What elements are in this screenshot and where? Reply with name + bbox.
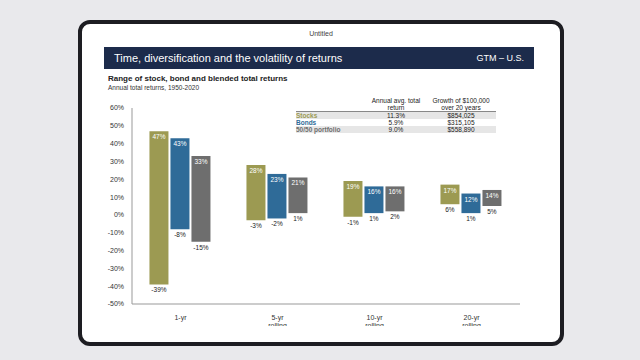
html-text:50/50 portfolio: 50/50 portfolio	[296, 126, 341, 133]
html-text:Untitled: Untitled	[309, 30, 333, 37]
html-text:$854,025: $854,025	[447, 112, 475, 119]
svg-text:-39%: -39%	[151, 286, 166, 293]
html-text:5.9%: 5.9%	[388, 119, 404, 126]
svg-text:1%: 1%	[369, 215, 379, 222]
svg-text:14%: 14%	[485, 192, 498, 199]
svg-text:-3%: -3%	[250, 222, 262, 229]
svg-text:50%: 50%	[110, 122, 124, 129]
svg-text:30%: 30%	[110, 158, 124, 165]
svg-text:1%: 1%	[293, 215, 303, 222]
html-text:Annual total returns, 1950-202: Annual total returns, 1950-2020	[108, 84, 200, 91]
svg-text:19%: 19%	[346, 183, 359, 190]
svg-text:1-yr: 1-yr	[174, 314, 187, 322]
html-text:11.3%: 11.3%	[387, 112, 405, 119]
svg-text:33%: 33%	[194, 158, 207, 165]
svg-text:16%: 16%	[388, 188, 401, 195]
svg-text:21%: 21%	[291, 179, 304, 186]
svg-text:12%: 12%	[464, 196, 477, 203]
svg-text:16%: 16%	[367, 188, 380, 195]
svg-text:5-yrrolling: 5-yrrolling	[268, 314, 287, 326]
svg-text:20-yrrolling: 20-yrrolling	[462, 314, 481, 326]
svg-text:2%: 2%	[390, 213, 400, 220]
svg-text:40%: 40%	[110, 140, 124, 147]
svg-text:23%: 23%	[270, 176, 283, 183]
svg-text:-2%: -2%	[271, 220, 283, 227]
svg-text:-50%: -50%	[108, 300, 124, 307]
html-text:9.0%: 9.0%	[388, 126, 404, 133]
svg-text:43%: 43%	[173, 140, 186, 147]
svg-text:5%: 5%	[487, 208, 497, 215]
svg-text:6%: 6%	[445, 206, 455, 213]
html-text:$558,890: $558,890	[447, 126, 475, 133]
svg-text:1%: 1%	[466, 215, 476, 222]
svg-text:20%: 20%	[110, 176, 124, 183]
svg-text:10%: 10%	[110, 194, 124, 201]
html-text:Growth of $100,000 over 20 yea: Growth of $100,000 over 20 years	[432, 97, 490, 111]
html-text:Stocks: Stocks	[296, 112, 318, 119]
svg-text:47%: 47%	[152, 133, 165, 140]
svg-text:-15%: -15%	[193, 244, 208, 251]
html-text:GTM – U.S.: GTM – U.S.	[476, 53, 524, 63]
svg-text:10-yrrolling: 10-yrrolling	[365, 314, 384, 326]
html-text:$315,105: $315,105	[447, 119, 475, 126]
svg-text:-40%: -40%	[108, 283, 124, 290]
html-text:Range of stock, bond and blend: Range of stock, bond and blended total r…	[108, 74, 288, 83]
svg-text:60%: 60%	[110, 104, 124, 111]
html-text:Time, diversification and the: Time, diversification and the volatility…	[114, 52, 343, 64]
svg-text:-10%: -10%	[108, 229, 124, 236]
svg-text:-1%: -1%	[347, 219, 359, 226]
svg-text:-8%: -8%	[174, 231, 186, 238]
html-text:Bonds: Bonds	[296, 119, 317, 126]
svg-text:0%: 0%	[114, 211, 124, 218]
svg-text:-20%: -20%	[108, 247, 124, 254]
svg-text:-30%: -30%	[108, 265, 124, 272]
html-text:Annual avg. total return: Annual avg. total return	[371, 97, 421, 111]
svg-text:17%: 17%	[443, 187, 456, 194]
svg-text:28%: 28%	[249, 167, 262, 174]
